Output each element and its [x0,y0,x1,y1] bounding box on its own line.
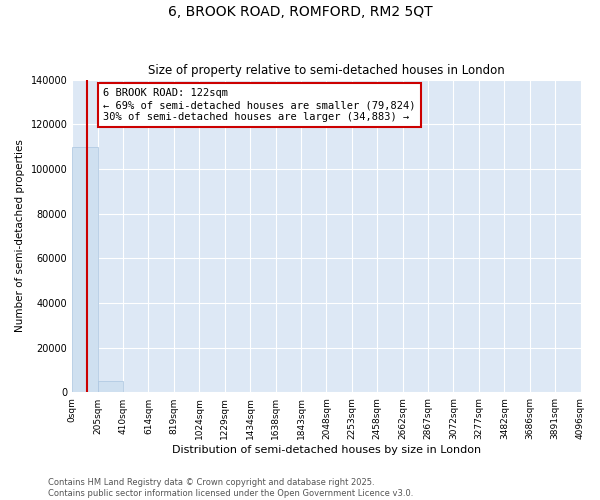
Text: 6 BROOK ROAD: 122sqm
← 69% of semi-detached houses are smaller (79,824)
30% of s: 6 BROOK ROAD: 122sqm ← 69% of semi-detac… [103,88,416,122]
Bar [98,382,123,392]
Title: Size of property relative to semi-detached houses in London: Size of property relative to semi-detach… [148,64,505,77]
Bar [72,146,98,392]
Text: 6, BROOK ROAD, ROMFORD, RM2 5QT: 6, BROOK ROAD, ROMFORD, RM2 5QT [167,5,433,19]
Y-axis label: Number of semi-detached properties: Number of semi-detached properties [15,140,25,332]
Text: Contains HM Land Registry data © Crown copyright and database right 2025.
Contai: Contains HM Land Registry data © Crown c… [48,478,413,498]
X-axis label: Distribution of semi-detached houses by size in London: Distribution of semi-detached houses by … [172,445,481,455]
